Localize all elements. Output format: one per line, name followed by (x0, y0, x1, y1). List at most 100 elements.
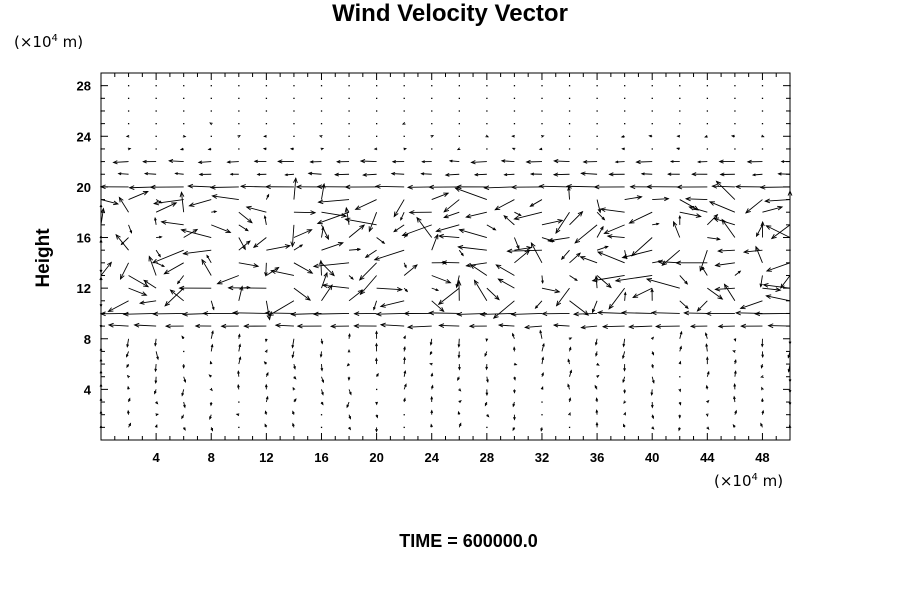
wind-vector (153, 199, 184, 206)
wind-vector (99, 410, 103, 415)
wind-vector (296, 323, 322, 329)
wind-vector (534, 300, 543, 309)
wind-vector (479, 311, 515, 317)
wind-vector (718, 159, 735, 164)
wind-vector (458, 85, 460, 87)
wind-vector (393, 224, 405, 233)
wind-vector (555, 287, 570, 307)
wind-vector (127, 110, 130, 112)
wind-vector (209, 414, 212, 420)
wind-vector (651, 376, 655, 384)
wind-vector (622, 376, 626, 384)
wind-vector (717, 324, 735, 329)
wind-vector (264, 349, 268, 353)
wind-vector (485, 338, 489, 342)
wind-vector (210, 135, 212, 137)
wind-vector (277, 159, 294, 164)
wind-vector (403, 287, 409, 293)
wind-vector (160, 220, 184, 226)
wind-vector (494, 199, 515, 211)
wind-vector (511, 147, 516, 151)
wind-vector (689, 324, 708, 329)
wind-vector (765, 225, 791, 238)
y-tick-label: 4 (84, 382, 92, 397)
wind-vector (421, 160, 432, 164)
wind-vector (289, 147, 294, 151)
wind-vector (595, 397, 599, 403)
wind-vector (513, 211, 543, 221)
wind-vector (155, 202, 178, 213)
wind-vector (714, 262, 735, 268)
wind-vector (503, 215, 515, 226)
wind-vector (514, 211, 522, 216)
wind-vector (761, 97, 764, 100)
wind-vector (266, 244, 291, 251)
wind-vector (403, 414, 405, 416)
wind-vector (316, 184, 350, 190)
wind-vector (788, 402, 792, 406)
wind-vector (293, 376, 297, 380)
wind-vector (541, 371, 544, 377)
wind-vector (348, 414, 352, 420)
wind-vector (118, 196, 129, 213)
wind-vector (431, 192, 450, 200)
wind-vector (320, 97, 323, 100)
wind-vector (198, 172, 212, 177)
wind-vector (594, 384, 598, 390)
wind-vector (238, 110, 240, 112)
wind-vector (596, 85, 598, 87)
wind-vector (684, 196, 708, 202)
wind-vector (238, 148, 240, 150)
wind-vector (183, 228, 199, 238)
wind-vector (99, 424, 103, 429)
wind-vector (309, 160, 322, 164)
wind-vector (187, 183, 212, 189)
wind-vector (486, 97, 488, 100)
wind-vector (180, 228, 212, 238)
wind-vector (348, 289, 364, 302)
wind-vector (608, 172, 625, 177)
wind-vector (789, 97, 791, 100)
wind-vector (375, 357, 378, 365)
wind-vector (210, 97, 212, 100)
wind-vector (651, 351, 655, 356)
wind-vector (320, 110, 323, 112)
wind-vector (789, 135, 791, 137)
wind-vector (699, 250, 708, 272)
wind-vector (707, 213, 719, 226)
wind-vector (344, 206, 350, 225)
wind-vector (789, 110, 791, 112)
wind-vector (99, 262, 103, 274)
wind-vector (591, 275, 625, 283)
wind-vector (143, 279, 157, 289)
wind-vector (651, 110, 653, 112)
wind-vector (458, 364, 461, 371)
wind-vector (567, 383, 571, 390)
x-tick-label: 44 (700, 450, 715, 465)
wind-vector (484, 401, 488, 407)
wind-vector (267, 300, 295, 317)
wind-vector (631, 237, 653, 257)
wind-vector (495, 264, 515, 276)
wind-vector (429, 351, 433, 356)
wind-vector (788, 338, 792, 346)
wind-vector (628, 324, 653, 330)
wind-vector (100, 160, 102, 163)
wind-vector (650, 336, 655, 340)
x-tick-label: 12 (259, 450, 273, 465)
x-tick-label: 28 (480, 450, 494, 465)
wind-vector (719, 172, 735, 177)
wind-vector (552, 323, 570, 328)
x-tick-label: 8 (208, 450, 215, 465)
wind-vector (127, 123, 130, 125)
wind-vector (734, 184, 763, 190)
wind-vector (209, 360, 213, 365)
x-tick-label: 48 (755, 450, 769, 465)
wind-vector (155, 97, 157, 100)
wind-vector (468, 323, 487, 329)
wind-vector (473, 279, 488, 302)
wind-vector (540, 135, 545, 138)
wind-vector (497, 323, 515, 328)
wind-vector (767, 323, 791, 329)
wind-vector (291, 351, 295, 359)
